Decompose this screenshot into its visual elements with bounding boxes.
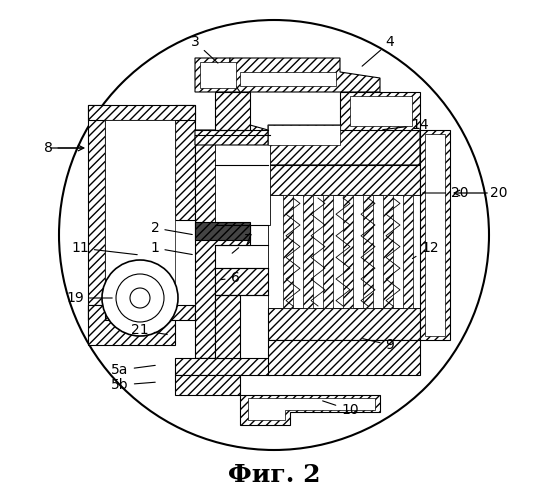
Circle shape — [116, 274, 164, 322]
Polygon shape — [195, 230, 250, 358]
Polygon shape — [195, 358, 215, 390]
Polygon shape — [88, 105, 105, 320]
Polygon shape — [383, 195, 393, 308]
Polygon shape — [248, 398, 375, 420]
Text: 9: 9 — [363, 338, 395, 352]
Polygon shape — [195, 125, 268, 145]
Polygon shape — [105, 120, 175, 305]
Polygon shape — [340, 92, 420, 130]
Text: 2: 2 — [151, 221, 192, 235]
Polygon shape — [195, 135, 250, 230]
Polygon shape — [88, 105, 195, 120]
Polygon shape — [175, 358, 270, 375]
Polygon shape — [268, 125, 420, 165]
Text: 7: 7 — [232, 233, 253, 253]
Polygon shape — [195, 222, 250, 240]
Polygon shape — [230, 58, 380, 92]
Polygon shape — [240, 72, 336, 86]
Polygon shape — [323, 195, 333, 308]
Polygon shape — [403, 195, 413, 308]
Text: Фиг. 2: Фиг. 2 — [228, 463, 320, 487]
Text: 19: 19 — [66, 291, 112, 305]
Circle shape — [130, 288, 150, 308]
Polygon shape — [268, 165, 420, 195]
Text: 1: 1 — [151, 241, 192, 255]
Text: 20: 20 — [423, 186, 469, 200]
Polygon shape — [88, 305, 195, 320]
Polygon shape — [200, 62, 236, 88]
Polygon shape — [215, 92, 250, 130]
Text: 12: 12 — [413, 241, 439, 258]
Text: 5b: 5b — [111, 378, 155, 392]
Polygon shape — [240, 395, 380, 425]
Text: 21: 21 — [131, 323, 167, 337]
Polygon shape — [425, 134, 445, 336]
Text: 10: 10 — [323, 401, 359, 417]
Circle shape — [102, 260, 178, 336]
Polygon shape — [303, 195, 313, 308]
Polygon shape — [215, 295, 240, 358]
Circle shape — [59, 20, 489, 450]
Polygon shape — [215, 268, 268, 295]
Text: 3: 3 — [191, 35, 218, 63]
Text: 8: 8 — [43, 141, 82, 155]
Text: 14: 14 — [383, 118, 429, 132]
Polygon shape — [268, 340, 420, 375]
Text: 4: 4 — [362, 35, 395, 66]
Polygon shape — [268, 195, 420, 308]
Polygon shape — [88, 305, 175, 345]
Text: 11: 11 — [71, 241, 137, 255]
Polygon shape — [215, 135, 270, 225]
Polygon shape — [343, 195, 353, 308]
Polygon shape — [268, 308, 420, 340]
Text: 20: 20 — [490, 186, 507, 200]
Text: 5a: 5a — [111, 363, 155, 377]
Polygon shape — [283, 195, 293, 308]
Polygon shape — [420, 130, 450, 340]
Polygon shape — [268, 125, 340, 145]
Polygon shape — [175, 375, 240, 395]
Polygon shape — [175, 105, 195, 220]
Text: 6: 6 — [221, 271, 239, 285]
Polygon shape — [363, 195, 373, 308]
Polygon shape — [350, 96, 412, 126]
Polygon shape — [195, 58, 240, 92]
